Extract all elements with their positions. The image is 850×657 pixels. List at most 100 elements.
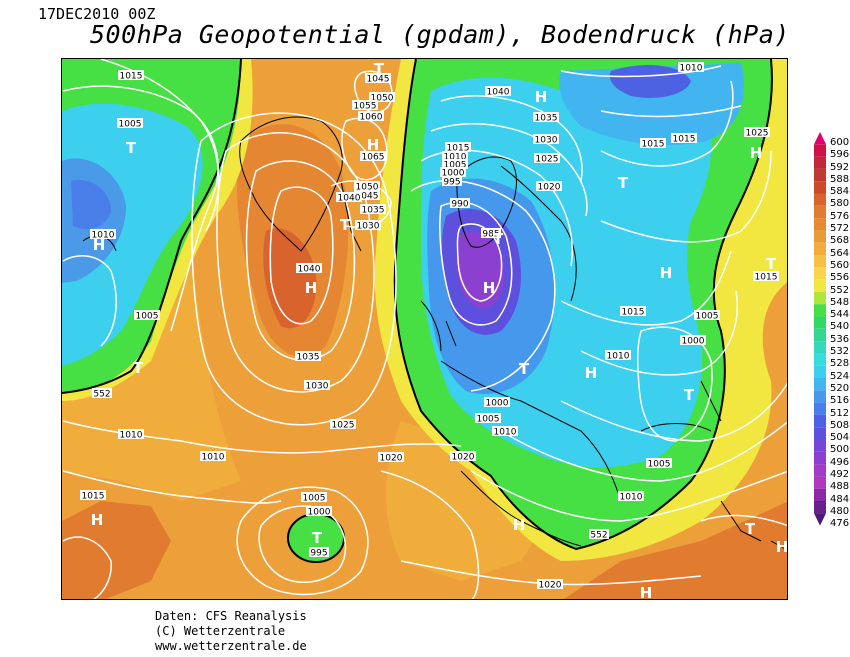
colorbar-value: 516 (830, 395, 850, 407)
colorbar-value: 476 (830, 518, 850, 530)
isobar-label: 985 (481, 228, 501, 240)
svg-text:1015: 1015 (642, 140, 665, 150)
colorbar-value: 572 (830, 223, 850, 235)
colorbar-swatch (814, 242, 826, 255)
svg-text:1015: 1015 (82, 492, 105, 502)
svg-text:1010: 1010 (202, 453, 225, 463)
high-pressure-marker: H (660, 264, 673, 282)
colorbar-value: 492 (830, 469, 850, 481)
svg-text:1060: 1060 (360, 113, 383, 123)
colorbar-value: 524 (830, 370, 850, 382)
isobar-label: 1030 (355, 220, 381, 232)
isobar-label: 1000 (306, 506, 332, 518)
colorbar-swatch (814, 279, 826, 292)
isobar-line (62, 255, 117, 347)
colorbar-swatch (814, 168, 826, 182)
colorbar-swatch (814, 501, 826, 514)
isobar-label: 1005 (117, 118, 143, 130)
isobar-label: 1005 (694, 310, 720, 322)
isobar-label: 1040 (296, 263, 322, 275)
svg-text:1010: 1010 (607, 352, 630, 362)
colorbar-value: 496 (830, 456, 850, 468)
isobar-label: 1035 (360, 204, 386, 216)
svg-text:1025: 1025 (536, 155, 559, 165)
isobar-label: 1010 (678, 62, 704, 74)
colorbar-swatch (814, 341, 826, 354)
isobar-label: 552 (92, 388, 112, 400)
colorbar-swatch (814, 291, 826, 305)
colorbar-value: 488 (830, 481, 850, 493)
isobar-label: 1000 (440, 167, 466, 179)
isobar-line (341, 117, 388, 181)
colorbar-value: 548 (830, 296, 850, 308)
high-pressure-marker: H (535, 88, 548, 106)
colorbar-value: 584 (830, 186, 850, 198)
isobar-line (216, 132, 375, 393)
high-pressure-marker: H (93, 236, 106, 254)
isobar-line (560, 250, 732, 326)
colorbar-swatch (814, 439, 826, 452)
isobar-label: 1025 (534, 153, 560, 165)
isobar-label: 1050 (369, 92, 395, 104)
svg-text:1020: 1020 (538, 183, 561, 193)
colorbar-swatch (814, 328, 826, 342)
colorbar-value: 480 (830, 505, 850, 517)
isobar-label: 1030 (533, 134, 559, 146)
isobar-label: 1015 (753, 271, 779, 283)
colorbar-swatch (814, 464, 826, 477)
isobar-label: 1020 (537, 579, 563, 591)
isobar-label: 1035 (533, 112, 559, 124)
colorbar-swatch (814, 304, 826, 317)
low-pressure-marker: T (126, 139, 137, 157)
isobar-label: 1040 (336, 192, 362, 204)
svg-text:995: 995 (443, 178, 460, 188)
svg-text:1005: 1005 (136, 312, 159, 322)
svg-text:1000: 1000 (442, 169, 465, 179)
colorbar-value: 560 (830, 259, 850, 271)
isobar-label: 1055 (352, 100, 378, 112)
svg-text:1065: 1065 (362, 153, 385, 163)
isobar-label: 1005 (134, 310, 160, 322)
high-pressure-marker: H (513, 516, 526, 534)
isobar-label: 1015 (620, 306, 646, 318)
svg-text:1000: 1000 (486, 399, 509, 409)
credits-data-source: Daten: CFS Reanalysis (155, 609, 307, 623)
high-pressure-marker: H (640, 584, 653, 600)
colorbar-value: 596 (830, 149, 850, 161)
svg-text:1005: 1005 (696, 312, 719, 322)
isobar-label: 1000 (484, 397, 510, 409)
isobar-label: 1045 (365, 73, 391, 85)
svg-text:1010: 1010 (620, 493, 643, 503)
credits-copyright: (C) Wetterzentrale (155, 624, 286, 638)
isobar-label: 1050 (354, 181, 380, 193)
high-pressure-marker: H (776, 538, 788, 556)
colorbar-labels: 600 596 592 588 584 580 576 572 568 564 560 556 552 5… (830, 137, 849, 531)
svg-text:1010: 1010 (444, 153, 467, 163)
isobar-label: 1040 (485, 86, 511, 98)
colorbar-value: 532 (830, 346, 850, 358)
colorbar (814, 132, 826, 526)
isobar-label: 1010 (90, 229, 116, 241)
isobar-label: 1025 (330, 419, 356, 431)
colorbar-value: 556 (830, 272, 850, 284)
isobar-line (700, 514, 787, 527)
colorbar-swatch (814, 144, 826, 157)
colorbar-value: 520 (830, 382, 850, 394)
colorbar-swatch (814, 365, 826, 378)
isobar-line (269, 186, 334, 325)
isobar-label: 1010 (118, 429, 144, 441)
colorbar-swatch (814, 205, 826, 219)
high-pressure-marker: H (367, 136, 380, 154)
isobar-label: 1010 (442, 151, 468, 163)
colorbar-value: 564 (830, 247, 850, 259)
svg-text:1020: 1020 (380, 454, 403, 464)
map-date: 17DEC2010 00Z (38, 5, 156, 23)
isobar-label: 1065 (360, 151, 386, 163)
isobar-label: 995 (442, 176, 462, 188)
svg-text:1045: 1045 (367, 75, 390, 85)
isobar-line (560, 65, 742, 118)
isobar-line (410, 179, 556, 392)
svg-text:1025: 1025 (332, 421, 355, 431)
colorbar-swatch (814, 218, 826, 231)
svg-text:1035: 1035 (297, 353, 320, 363)
